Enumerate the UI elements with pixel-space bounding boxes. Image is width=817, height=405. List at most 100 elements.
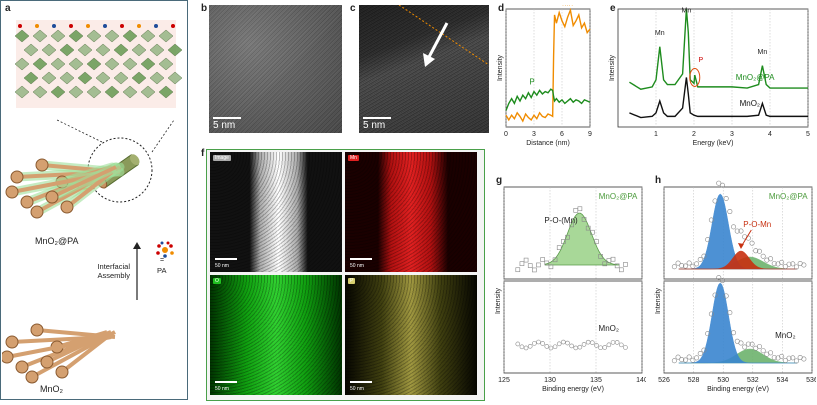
chart-g: MnO₂@PA P-O-(Mn) MnO₂ 125 130 135 140 Binding e… [495,186,646,393]
tem-image-b: 5 nm [209,5,342,133]
x-tick-label: 528 [688,377,700,384]
data-marker [523,257,529,263]
octahedron [104,85,120,99]
octahedron [140,57,156,71]
data-marker [619,342,624,348]
data-marker [675,354,681,360]
y-axis-label: Intensity [497,54,504,81]
x-tick-label: 135 [590,377,602,384]
octahedron [95,71,111,85]
plot-frame [503,280,643,374]
eds-map-o: O 50 nm [210,275,342,395]
data-marker [790,355,796,361]
eds-map-scale: 50 nm [350,386,364,392]
nanorod [46,330,112,364]
rod-end [35,158,49,172]
data-marker [768,256,774,262]
x-axis-label: Distance (nm) [526,140,570,147]
data-marker [719,278,725,284]
octahedron [32,29,48,43]
pa-atom [35,24,39,28]
series-line-p [505,88,591,111]
data-marker [598,254,603,259]
data-marker [756,248,762,254]
octahedron [68,57,84,71]
panel-b-label: b [201,3,208,14]
x-axis-label: Binding energy (eV) [707,386,769,393]
data-marker [590,340,595,345]
label-mno2: MnO₂ [775,331,795,340]
data-marker [552,257,558,263]
nanorod [60,335,109,374]
octahedron [68,29,84,43]
crystal-structure [14,20,183,108]
data-marker [675,260,681,266]
octahedron [122,29,138,43]
octahedron [158,29,174,43]
rod-end [2,350,14,364]
octahedron [122,85,138,99]
pa-eq: = [160,257,165,264]
direction-arrow [427,22,449,58]
pa-atom [171,24,175,28]
data-marker [742,344,748,350]
eds-map-scale: 50 nm [215,263,229,269]
eds-map-p: P 50 nm [345,275,477,395]
data-marker [697,351,703,357]
data-marker [581,217,587,222]
octahedron [122,57,138,71]
component-lattice-o [678,282,798,364]
x-axis-label: Binding energy (eV) [542,386,604,393]
mno2pa-bundle [5,158,125,219]
data-marker [705,331,711,337]
data-marker [708,217,714,223]
data-marker [801,262,807,268]
data-marker [598,345,603,351]
octahedron [167,43,183,57]
label-mno2pa: MnO₂@PA [769,192,808,201]
data-marker [573,345,579,351]
peak-label-mn1: Mn [655,30,665,37]
panel-a-label: a [5,3,11,14]
data-marker [793,264,799,270]
octahedron [167,71,183,85]
octahedron [113,71,129,85]
pa-atom [69,24,73,28]
series-line-mnopa [629,8,808,90]
data-marker [556,245,562,250]
data-marker [719,182,725,188]
pa-atom [52,24,56,28]
data-marker [749,240,755,246]
octahedron [104,57,120,71]
data-marker [619,267,624,273]
eds-map-tag: Mn [348,155,359,161]
data-marker [623,262,628,267]
x-tick-label: 5 [806,131,810,138]
p-peak-circle [689,67,701,87]
octahedron [149,71,165,85]
x-tick-label: 536 [806,377,816,384]
data-marker [705,237,711,243]
data-marker [690,357,696,363]
data-marker [793,358,799,364]
rod-end [45,190,59,204]
data-marker [764,257,770,263]
data-marker [782,357,788,363]
data-marker [594,239,599,244]
rod-end [10,170,24,184]
data-marker [694,355,700,361]
data-marker [671,264,677,270]
data-marker [532,267,537,273]
octahedron [86,57,102,71]
data-marker [712,198,718,204]
octahedron [41,71,57,85]
data-marker [565,234,570,240]
y-axis-label: Intensity [655,287,662,314]
octahedron [77,71,93,85]
data-marker [760,253,766,259]
pa-atom [120,24,124,28]
plot-frame [505,8,591,128]
data-marker [544,260,550,266]
series-label-mn: Mn [562,5,573,7]
data-marker [712,292,718,298]
